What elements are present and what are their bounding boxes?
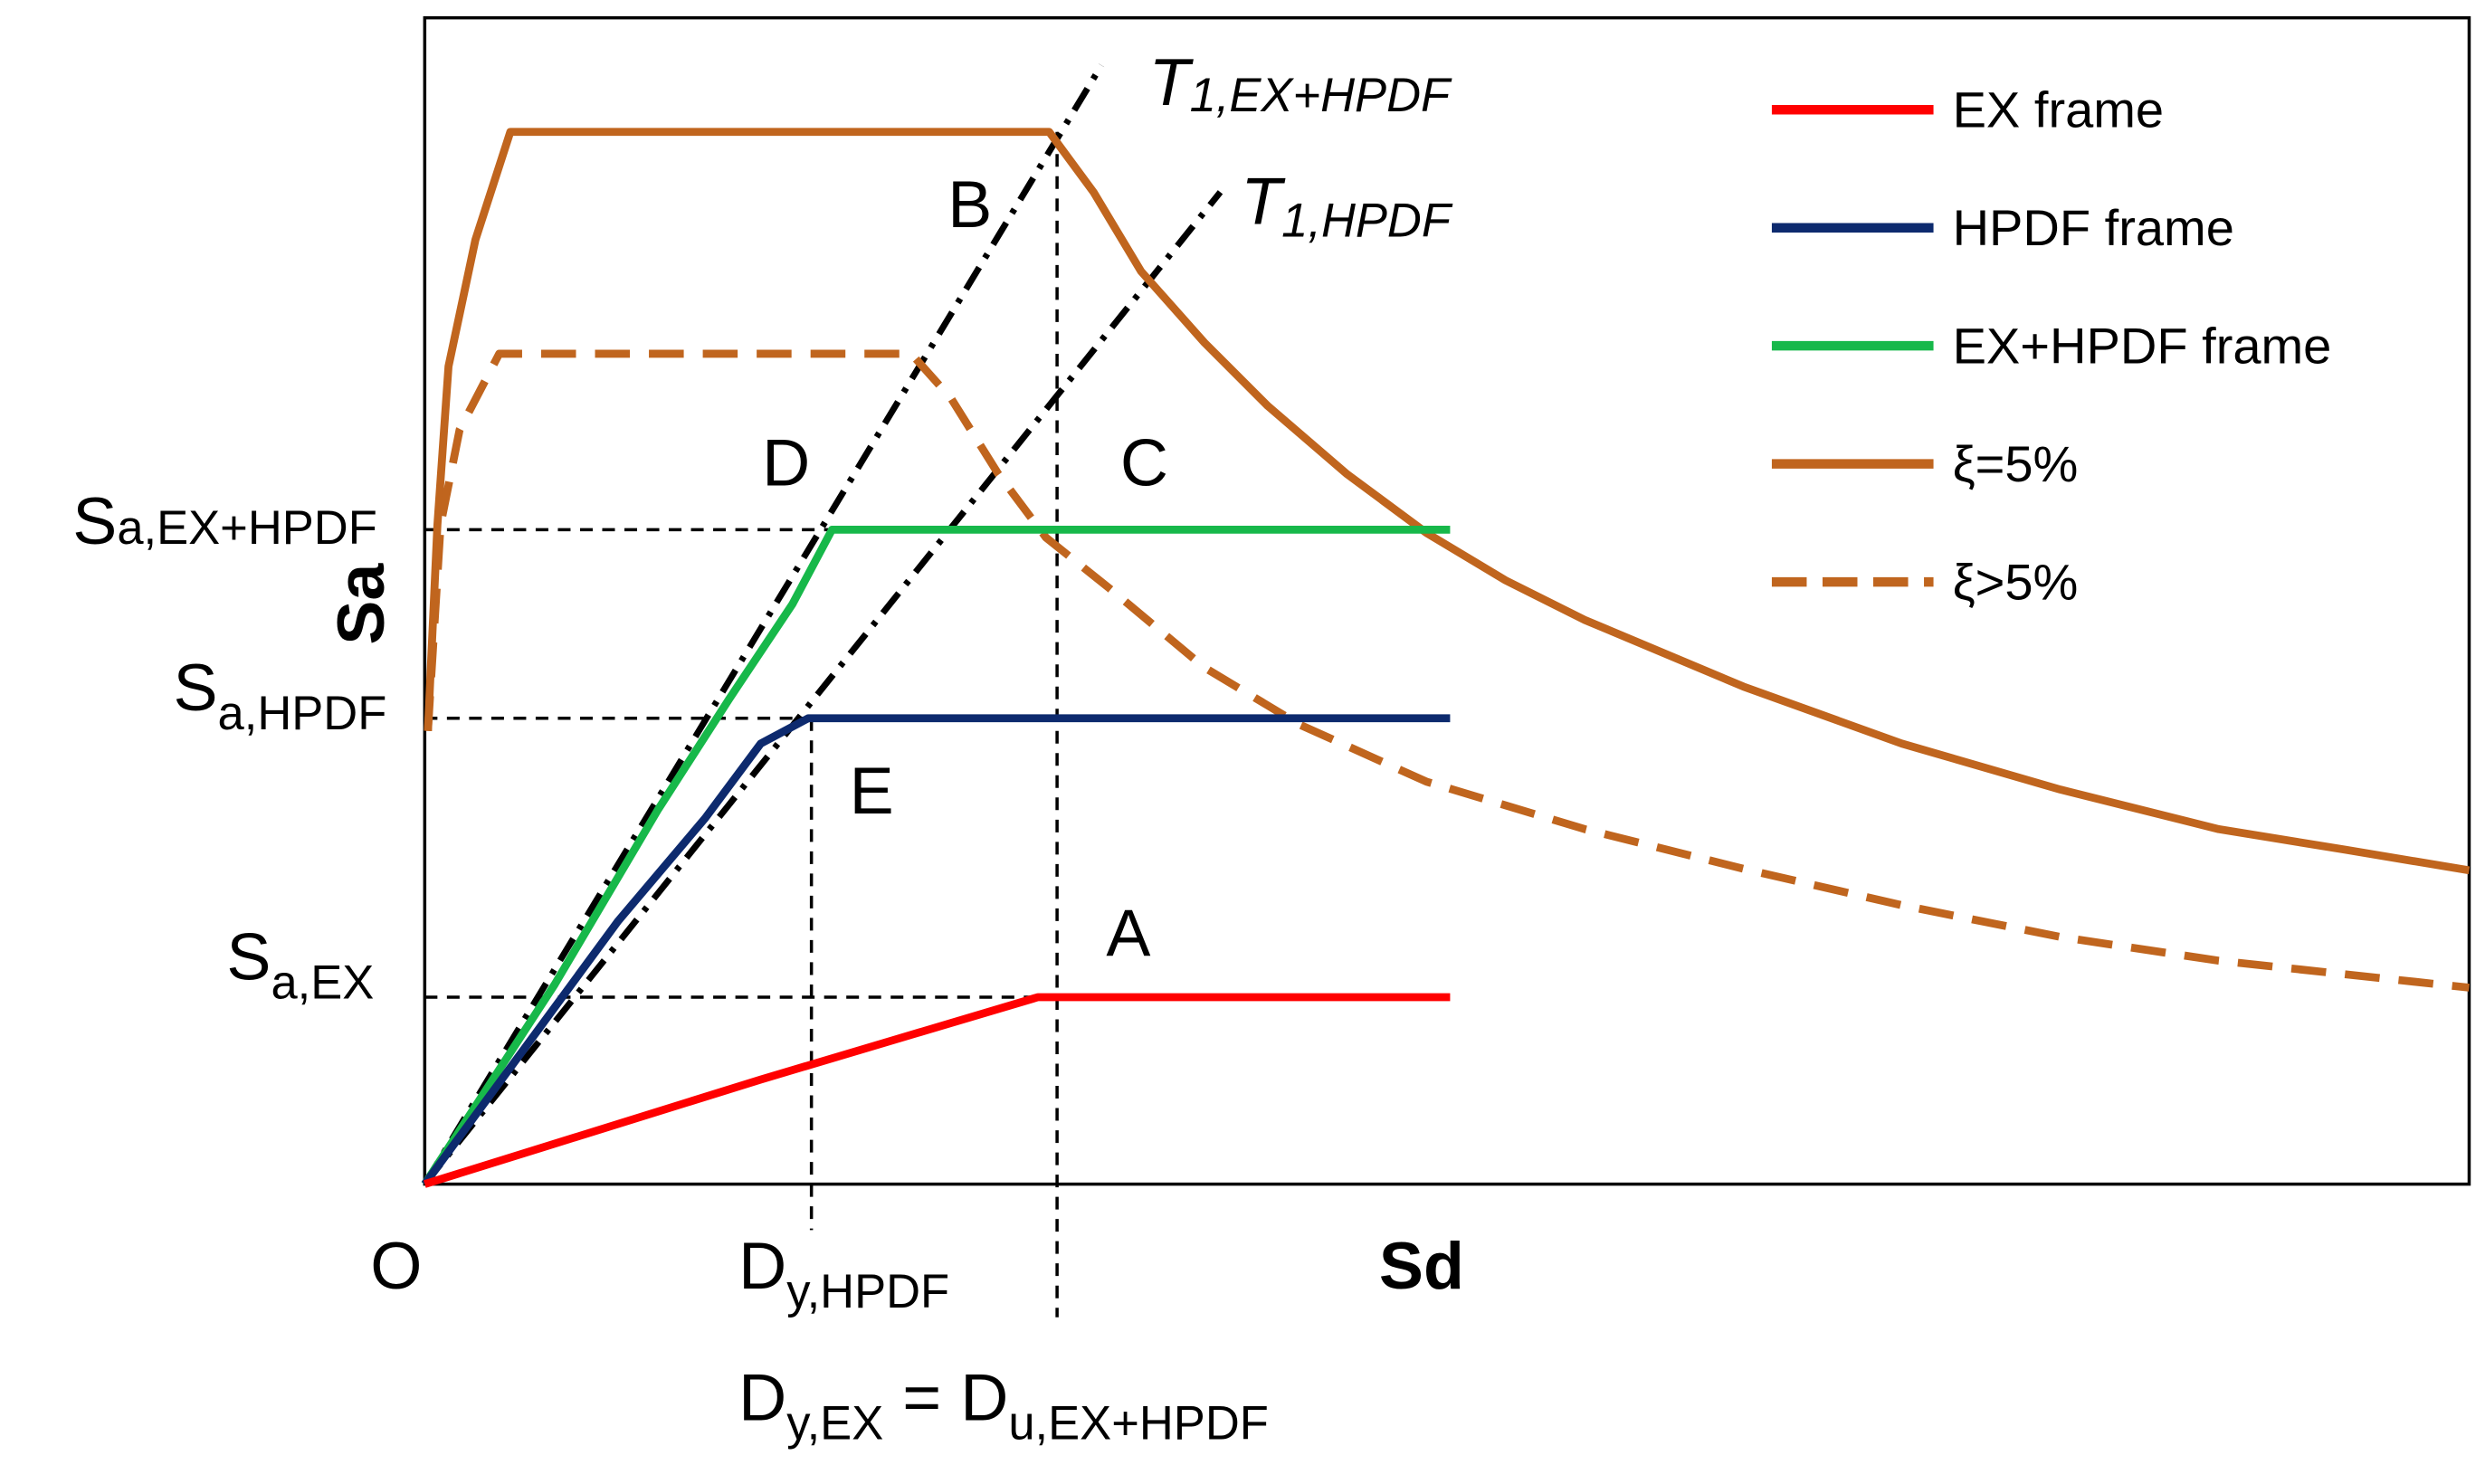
legend: EX frame HPDF frame EX+HPDF frame ξ=5% ξ>5% bbox=[1771, 81, 2332, 610]
ex-curve bbox=[424, 993, 1451, 1188]
period-line bbox=[422, 63, 1105, 1186]
curves bbox=[421, 128, 2471, 1188]
point-label: D bbox=[762, 424, 810, 499]
y-axis-label: Sa bbox=[323, 563, 398, 645]
exhpdf-curve bbox=[421, 525, 1451, 1186]
spectrum-5 bbox=[424, 128, 2471, 875]
subscript: a,EX bbox=[271, 956, 374, 1010]
origin-label: O bbox=[370, 1228, 422, 1303]
y-annotation: Sa,EX+HPDF bbox=[72, 483, 377, 558]
subscript: 1,HPDF bbox=[1281, 194, 1453, 247]
period-lines bbox=[422, 63, 1223, 1186]
spectrum-gt5 bbox=[424, 349, 2470, 992]
point-label: C bbox=[1120, 424, 1168, 499]
main: S bbox=[226, 919, 271, 994]
equals: = bbox=[902, 1360, 941, 1435]
main: S bbox=[173, 650, 217, 725]
period-line bbox=[422, 190, 1223, 1186]
point-label: A bbox=[1106, 895, 1150, 970]
period-label: T1,EX+HPDF bbox=[1149, 44, 1452, 122]
x-axis-label: Sd bbox=[1379, 1228, 1464, 1303]
guide-lines bbox=[424, 131, 1059, 1318]
point-label: B bbox=[947, 166, 992, 242]
y-annotation: Sa,EX bbox=[226, 919, 374, 1010]
subscript: 1,EX+HPDF bbox=[1190, 69, 1452, 122]
legend-label: EX frame bbox=[1953, 81, 2165, 138]
x-annotation: Dy,HPDF bbox=[738, 1228, 949, 1318]
subscript: y,EX bbox=[786, 1397, 883, 1451]
point-labels: A B C D E bbox=[762, 166, 1168, 971]
legend-label: ξ=5% bbox=[1953, 435, 2079, 492]
point-label: E bbox=[850, 753, 894, 828]
legend-label: EX+HPDF frame bbox=[1953, 317, 2332, 374]
legend-label: HPDF frame bbox=[1953, 199, 2234, 256]
subscript: a,HPDF bbox=[218, 687, 387, 740]
period-label: T1,HPDF bbox=[1241, 163, 1453, 247]
main: D bbox=[738, 1228, 786, 1303]
main: S bbox=[72, 483, 117, 558]
plot-frame bbox=[423, 15, 2471, 1186]
main: T bbox=[1149, 44, 1195, 119]
main: T bbox=[1241, 163, 1286, 238]
hpdf-curve bbox=[421, 714, 1451, 1187]
subscript: u,EX+HPDF bbox=[1008, 1397, 1268, 1451]
y-annotation: Sa,HPDF bbox=[173, 650, 386, 740]
subscript: y,HPDF bbox=[786, 1265, 949, 1318]
legend-label: ξ>5% bbox=[1953, 553, 2079, 610]
equation: Dy,EX = Du,EX+HPDF bbox=[738, 1360, 1269, 1451]
subscript: a,EX+HPDF bbox=[117, 501, 376, 555]
main: D bbox=[738, 1360, 786, 1435]
main: D bbox=[960, 1360, 1008, 1435]
